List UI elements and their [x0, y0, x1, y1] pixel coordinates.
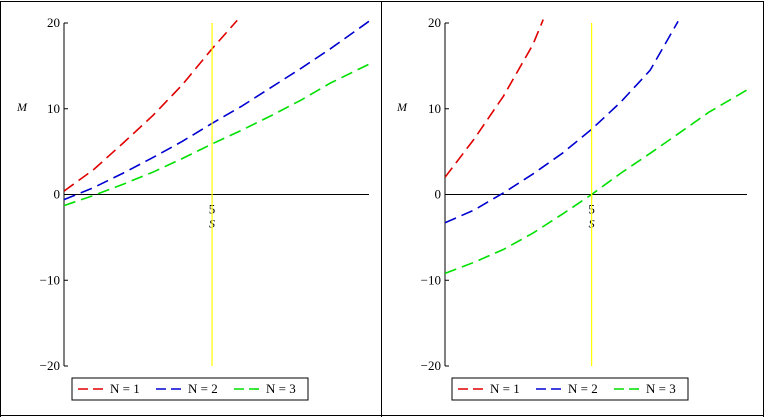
- legend-label-n1: N = 1: [490, 381, 520, 396]
- series-line-n1: [445, 19, 544, 178]
- left-chart-panel: −20−10010205SMN = 1N = 2N = 3: [16, 15, 370, 401]
- right-chart-panel: −20−10010205SMN = 1N = 2N = 3: [396, 15, 748, 401]
- y-tick-label: 0: [435, 187, 442, 202]
- legend-label-n2: N = 2: [568, 381, 598, 396]
- y-axis-label: M: [396, 100, 408, 114]
- series-line-n3: [64, 63, 370, 207]
- y-tick-label: 0: [54, 187, 61, 202]
- y-tick-label: 10: [428, 101, 441, 116]
- legend-label-n1: N = 1: [110, 381, 140, 396]
- legend: N = 1 N = 2 N = 3: [451, 377, 689, 401]
- legend-label-n3: N = 3: [266, 381, 296, 396]
- y-tick-label: −20: [421, 358, 441, 373]
- legend-label-n2: N = 2: [188, 381, 218, 396]
- series-line-n2: [445, 20, 679, 224]
- y-tick-label: −20: [40, 358, 60, 373]
- legend-box: [451, 377, 689, 401]
- y-axis-label: M: [16, 100, 28, 114]
- legend-label-n3: N = 3: [646, 381, 676, 396]
- legend: N = 1 N = 2 N = 3: [71, 377, 309, 401]
- y-tick-label: 20: [47, 15, 60, 30]
- y-tick-label: −10: [40, 272, 60, 287]
- y-tick-label: 20: [428, 15, 441, 30]
- y-tick-label: −10: [421, 272, 441, 287]
- y-tick-label: 10: [47, 101, 60, 116]
- legend-box: [71, 377, 309, 401]
